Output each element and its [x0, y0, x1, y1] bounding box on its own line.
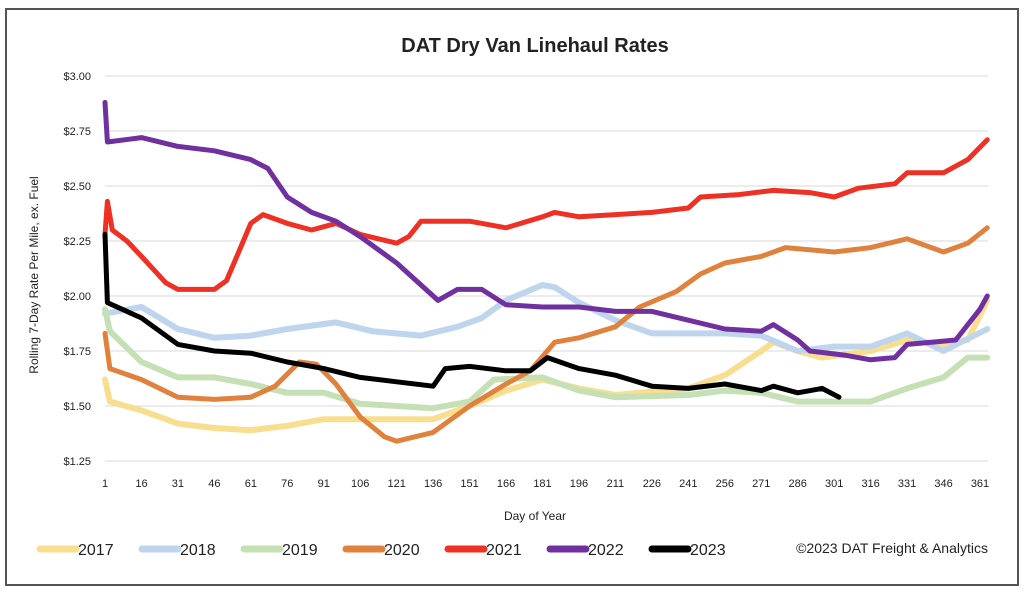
legend-label-2018: 2018	[180, 542, 216, 559]
x-tick-label: 256	[716, 478, 734, 490]
x-tick-label: 61	[245, 478, 257, 490]
y-tick-label: $1.50	[63, 401, 91, 413]
y-tick-label: $2.75	[63, 126, 91, 138]
x-tick-label: 121	[387, 478, 405, 490]
copyright-text: ©2023 DAT Freight & Analytics	[796, 540, 988, 556]
x-tick-label: 211	[607, 478, 625, 490]
x-tick-label: 31	[172, 478, 184, 490]
series-line-2023	[102, 231, 842, 400]
y-axis-label: Rolling 7-Day Rate Per Mile, ex. Fuel	[27, 176, 41, 373]
legend-label-2021: 2021	[486, 542, 522, 559]
y-tick-label: $2.25	[63, 236, 91, 248]
legend-label-2023: 2023	[690, 542, 726, 559]
x-tick-label: 301	[825, 478, 843, 490]
x-tick-label: 271	[752, 478, 770, 490]
chart-title: DAT Dry Van Linehaul Rates	[401, 35, 668, 57]
x-tick-label: 91	[318, 478, 330, 490]
legend-label-2019: 2019	[282, 542, 318, 559]
x-tick-label: 361	[971, 478, 989, 490]
y-tick-label: $2.50	[63, 181, 91, 193]
x-axis-label: Day of Year	[504, 509, 566, 523]
x-tick-label: 136	[424, 478, 442, 490]
x-tick-label: 76	[281, 478, 293, 490]
legend-label-2020: 2020	[384, 542, 420, 559]
series-line-2019	[102, 306, 991, 412]
x-tick-label: 1	[102, 478, 108, 490]
series-line-2022	[102, 99, 990, 363]
x-tick-label: 16	[135, 478, 147, 490]
x-tick-label: 286	[789, 478, 807, 490]
series-line-2020	[102, 225, 990, 444]
x-tick-label: 181	[533, 478, 551, 490]
y-tick-label: $1.25	[63, 456, 91, 468]
y-tick-label: $1.75	[63, 346, 91, 358]
series-line-2018	[102, 282, 991, 354]
x-tick-label: 196	[570, 478, 588, 490]
x-tick-label: 151	[460, 478, 478, 490]
series-line-2021	[102, 137, 990, 292]
x-tick-label: 106	[351, 478, 369, 490]
y-tick-label: $2.00	[63, 291, 91, 303]
y-tick-label: $3.00	[63, 71, 91, 83]
legend-label-2017: 2017	[78, 542, 114, 559]
x-tick-label: 226	[643, 478, 661, 490]
x-tick-label: 241	[679, 478, 697, 490]
x-tick-label: 166	[497, 478, 515, 490]
x-tick-label: 346	[934, 478, 952, 490]
x-tick-label: 331	[898, 478, 916, 490]
x-tick-label: 316	[861, 478, 879, 490]
legend-label-2022: 2022	[588, 542, 624, 559]
x-tick-label: 46	[208, 478, 220, 490]
